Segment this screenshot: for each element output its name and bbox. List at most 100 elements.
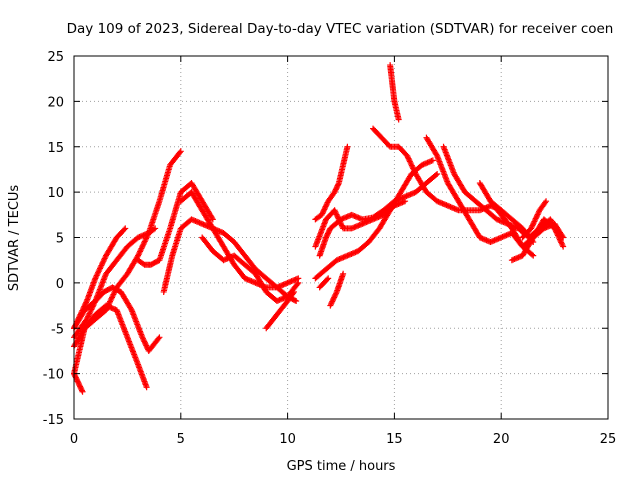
series-arc-e xyxy=(71,370,86,395)
y-tick-label: 0 xyxy=(56,277,64,292)
data-point xyxy=(323,200,330,207)
data-point xyxy=(209,215,216,222)
data-point xyxy=(338,222,345,229)
data-point xyxy=(558,240,565,247)
data-point xyxy=(150,226,157,233)
data-point xyxy=(559,242,566,249)
data-point xyxy=(542,199,549,206)
data-point xyxy=(530,221,537,228)
data-point xyxy=(406,157,413,164)
data-point xyxy=(429,157,436,164)
data-point xyxy=(543,198,550,205)
data-point xyxy=(333,290,340,297)
data-point xyxy=(552,228,559,235)
data-point xyxy=(410,165,417,172)
x-axis-label: GPS time / hours xyxy=(287,459,396,474)
data-point xyxy=(530,239,537,246)
data-point xyxy=(156,334,163,341)
data-point xyxy=(331,207,338,214)
data-point xyxy=(432,171,439,178)
data-point xyxy=(531,218,538,225)
data-point xyxy=(340,270,347,277)
data-point xyxy=(82,300,89,307)
data-point xyxy=(558,239,565,246)
data-point xyxy=(140,337,147,344)
data-point xyxy=(331,293,338,300)
data-markers xyxy=(71,62,567,395)
data-point xyxy=(83,299,90,306)
data-point xyxy=(293,298,300,305)
series-arc-d xyxy=(71,302,150,391)
x-tick-label: 20 xyxy=(493,432,510,447)
data-point xyxy=(328,299,335,306)
data-point xyxy=(528,224,535,231)
data-point xyxy=(557,237,564,244)
data-point xyxy=(87,309,94,316)
data-point xyxy=(554,232,561,239)
chart-title: Day 109 of 2023, Sidereal Day-to-day VTE… xyxy=(67,21,614,37)
data-point xyxy=(411,168,418,175)
data-point xyxy=(142,341,149,348)
data-point xyxy=(320,209,327,216)
data-point xyxy=(323,202,330,209)
data-point xyxy=(344,143,351,150)
data-point xyxy=(127,305,134,312)
data-point xyxy=(322,203,329,210)
y-axis-label: SDTVAR / TECUs xyxy=(7,185,22,292)
series-arc-l xyxy=(312,143,351,223)
data-point xyxy=(325,275,332,282)
data-point xyxy=(321,206,328,213)
x-tick-label: 0 xyxy=(70,432,78,447)
data-point xyxy=(528,225,535,232)
data-point xyxy=(404,154,411,161)
data-point xyxy=(177,148,184,155)
data-point xyxy=(324,276,331,283)
data-point xyxy=(85,311,92,318)
data-point xyxy=(331,294,338,301)
data-point xyxy=(404,152,411,159)
data-point xyxy=(410,166,417,173)
data-point xyxy=(553,229,560,236)
data-point xyxy=(407,159,414,166)
series-arc-g xyxy=(135,180,216,268)
data-point xyxy=(334,214,341,221)
x-tick-label: 10 xyxy=(279,432,296,447)
data-point xyxy=(141,338,148,345)
data-point xyxy=(535,210,542,217)
data-point xyxy=(332,210,339,217)
data-point xyxy=(405,155,412,162)
x-tick-label: 5 xyxy=(177,432,185,447)
data-point xyxy=(552,226,559,233)
data-point xyxy=(330,295,337,302)
data-point xyxy=(395,116,402,123)
data-point xyxy=(155,335,162,342)
data-point xyxy=(71,371,78,378)
data-point xyxy=(88,306,95,313)
series-arc-j xyxy=(199,234,302,305)
data-point xyxy=(554,231,561,238)
data-point xyxy=(318,211,325,218)
data-point xyxy=(332,208,339,215)
data-point xyxy=(176,149,183,156)
data-point xyxy=(294,281,301,288)
data-point xyxy=(332,291,339,298)
series-arc-s xyxy=(370,125,505,214)
data-point xyxy=(556,236,563,243)
data-point xyxy=(534,212,541,219)
data-point xyxy=(408,162,415,169)
data-point xyxy=(329,297,336,304)
data-point xyxy=(139,335,146,342)
data-point xyxy=(291,288,298,295)
y-tick-label: 10 xyxy=(47,186,64,201)
data-point xyxy=(290,290,297,297)
data-point xyxy=(86,310,93,317)
data-point xyxy=(122,225,129,232)
data-point xyxy=(143,342,150,349)
series-arc-f xyxy=(71,225,159,332)
y-tick-label: -15 xyxy=(43,413,64,428)
data-point xyxy=(551,225,558,232)
data-point xyxy=(321,205,328,212)
y-tick-label: 15 xyxy=(47,141,64,156)
series-arc-p xyxy=(316,275,332,291)
